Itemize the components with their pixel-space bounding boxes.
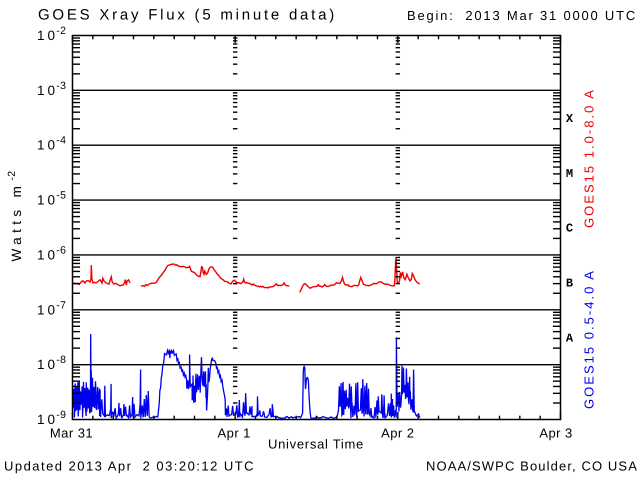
- svg-text:Updated 2013 Apr 2 03:20:12 U: Updated 2013 Apr 2 03:20:12 UTC: [4, 459, 255, 474]
- svg-text:10-3: 10-3: [37, 80, 66, 98]
- svg-text:Begin: 2013 Mar 31 0000 UTC: Begin: 2013 Mar 31 0000 UTC: [407, 8, 637, 23]
- svg-text:GOES15 0.5-4.0 A: GOES15 0.5-4.0 A: [582, 269, 597, 409]
- svg-text:10-2: 10-2: [37, 25, 66, 43]
- svg-text:Apr 1: Apr 1: [218, 426, 251, 441]
- svg-text:X: X: [566, 112, 574, 126]
- svg-text:Apr 2: Apr 2: [381, 426, 414, 441]
- svg-text:10-8: 10-8: [37, 354, 66, 372]
- svg-text:10-5: 10-5: [37, 190, 66, 208]
- svg-text:10-6: 10-6: [37, 244, 66, 262]
- svg-text:C: C: [566, 222, 573, 236]
- svg-text:GOES15 1.0-8.0 A: GOES15 1.0-8.0 A: [582, 88, 597, 228]
- svg-text:10-4: 10-4: [37, 135, 66, 153]
- svg-text:Universal Time: Universal Time: [268, 437, 364, 452]
- svg-text:A: A: [566, 331, 574, 345]
- svg-text:B: B: [566, 277, 573, 291]
- svg-text:10-7: 10-7: [37, 299, 66, 317]
- svg-text:10-9: 10-9: [37, 409, 66, 427]
- svg-text:NOAA/SWPC Boulder, CO USA: NOAA/SWPC Boulder, CO USA: [426, 459, 638, 474]
- svg-text:Apr 3: Apr 3: [539, 426, 572, 441]
- svg-text:M: M: [566, 167, 573, 181]
- svg-text:GOES Xray Flux (5 minute data): GOES Xray Flux (5 minute data): [38, 7, 337, 24]
- svg-text:Mar 31: Mar 31: [50, 426, 93, 441]
- svg-text:Watts m-2: Watts m-2: [6, 171, 24, 262]
